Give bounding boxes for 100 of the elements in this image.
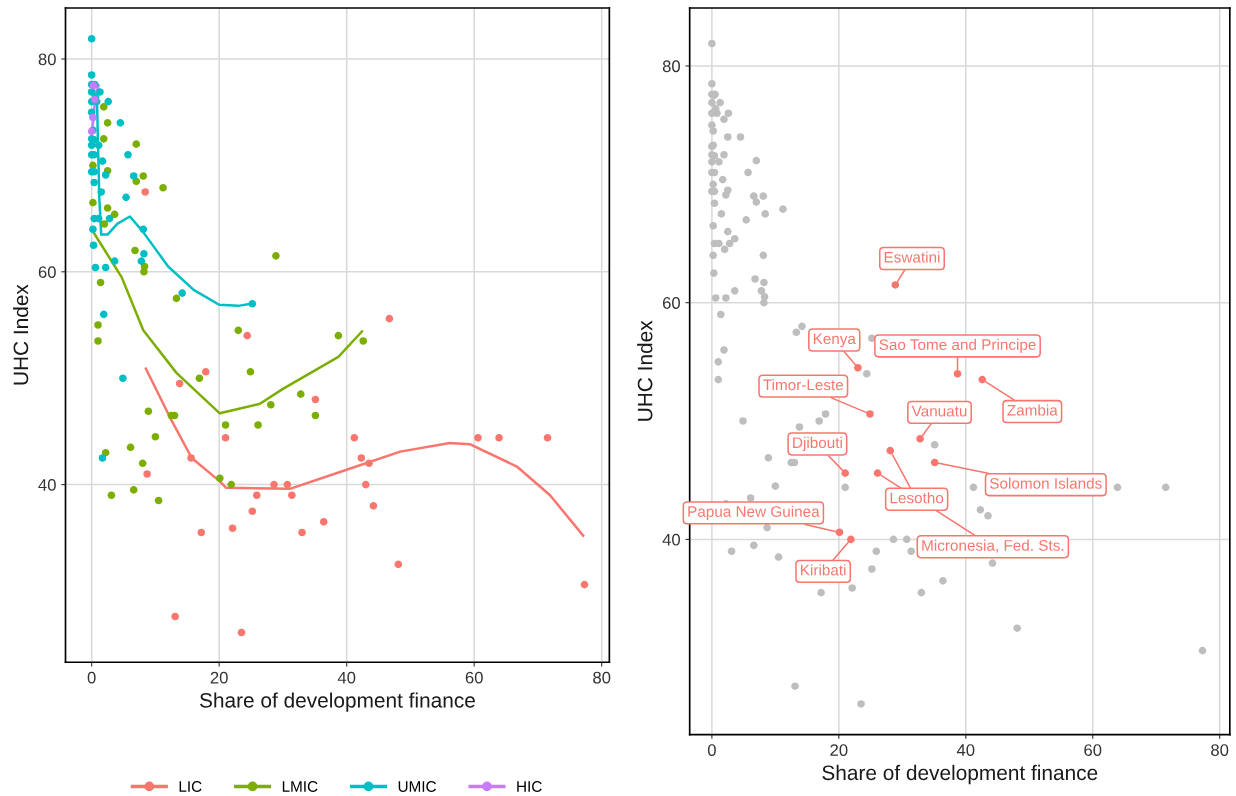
point — [891, 281, 900, 289]
x-tick-label: 20 — [210, 671, 228, 684]
point — [89, 113, 97, 122]
point — [99, 135, 108, 143]
y-tick-label: 80 — [662, 60, 681, 73]
point — [847, 535, 855, 544]
point — [178, 289, 186, 297]
point — [151, 432, 160, 441]
annotation: Papua New Guinea — [688, 505, 820, 520]
y-tick-label: 80 — [38, 53, 56, 66]
point — [104, 97, 113, 106]
point — [144, 407, 153, 415]
point — [543, 433, 552, 442]
point — [126, 443, 135, 452]
point — [122, 193, 130, 202]
point — [143, 470, 151, 478]
y-tick-label: 60 — [38, 266, 56, 279]
x-tick-label: 40 — [337, 671, 356, 684]
point — [132, 140, 141, 148]
point — [394, 560, 403, 569]
point — [94, 321, 102, 329]
point — [110, 257, 119, 265]
point — [283, 480, 292, 489]
point — [103, 204, 112, 212]
point — [195, 374, 204, 383]
point — [495, 433, 503, 442]
line-series — [144, 367, 585, 537]
point — [140, 249, 148, 258]
point — [246, 368, 255, 376]
point — [87, 141, 96, 150]
point — [385, 314, 394, 323]
point — [835, 528, 844, 537]
point — [334, 331, 343, 340]
annotation: Timor-Leste — [763, 379, 844, 391]
legend-label: LMIC — [282, 781, 318, 792]
point — [474, 433, 482, 442]
point — [357, 454, 366, 462]
annotation: Lesotho — [890, 492, 944, 504]
point — [139, 225, 148, 234]
point — [237, 628, 246, 637]
point — [140, 268, 148, 276]
point — [234, 326, 243, 335]
point — [311, 395, 320, 404]
point — [854, 363, 862, 372]
point — [129, 172, 138, 180]
point — [311, 411, 320, 420]
point — [171, 612, 179, 621]
point — [296, 390, 305, 398]
point — [916, 435, 924, 443]
x-tick-label: 60 — [465, 671, 483, 684]
point — [107, 491, 116, 500]
point — [270, 480, 278, 489]
point — [197, 528, 206, 537]
point — [221, 421, 230, 429]
point — [90, 178, 98, 187]
point — [154, 496, 163, 505]
legend-label: HIC — [517, 781, 542, 792]
point — [94, 141, 103, 150]
point — [105, 214, 114, 223]
point — [243, 331, 252, 340]
point — [175, 379, 184, 388]
point — [298, 528, 306, 537]
annotation: Kenya — [813, 333, 856, 348]
point — [252, 491, 261, 500]
point — [953, 369, 962, 378]
point — [580, 580, 589, 589]
point — [319, 518, 328, 526]
x-axis-title: Share of development finance — [822, 764, 1098, 785]
y-axis-title: UHC Index — [637, 320, 653, 421]
point — [98, 157, 107, 165]
y-axis-title: UHC Index — [12, 284, 29, 385]
point — [99, 310, 108, 319]
point — [159, 183, 167, 192]
point — [137, 257, 146, 265]
point — [100, 220, 109, 228]
point — [369, 502, 378, 510]
x-tick-label: 80 — [1211, 744, 1229, 756]
point — [201, 368, 210, 376]
point — [221, 433, 230, 442]
point — [87, 35, 96, 43]
annotation: Vanuatu — [911, 405, 967, 417]
x-tick-label: 20 — [830, 744, 848, 756]
point — [365, 459, 373, 468]
point — [119, 374, 127, 383]
x-tick-label: 80 — [593, 671, 611, 684]
point — [930, 458, 939, 467]
point — [866, 410, 874, 418]
point — [886, 446, 895, 455]
annotation: Micronesia, Fed. Sts. — [922, 539, 1064, 553]
point — [215, 474, 224, 483]
point — [98, 454, 107, 462]
point — [89, 225, 97, 234]
y-tick-label: 40 — [662, 533, 681, 546]
annotation: Sao Tome and Principe — [879, 338, 1036, 354]
point — [248, 299, 257, 308]
x-tick-label: 0 — [707, 744, 716, 756]
point — [103, 119, 112, 127]
point — [139, 172, 148, 180]
point — [873, 469, 882, 477]
point — [288, 491, 296, 500]
